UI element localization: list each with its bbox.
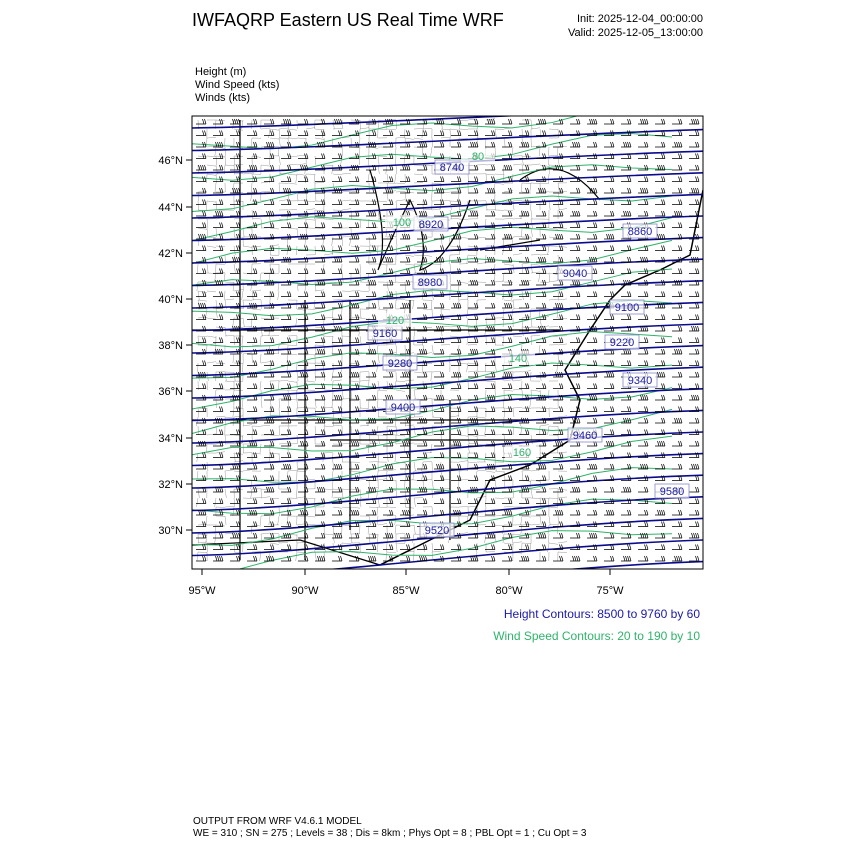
wrf-map-page: IWFAQRP Eastern US Real Time WRF Init: 2…	[0, 0, 850, 850]
wind-contour-label: 80	[461, 149, 495, 163]
height-contour-line	[192, 389, 703, 421]
height-contour-label: 8860	[623, 224, 657, 238]
svg-text:140: 140	[509, 353, 527, 365]
height-contour-label: 9400	[386, 400, 420, 414]
height-contour-label: 9580	[655, 484, 689, 498]
wind-contour-legend: Wind Speed Contours: 20 to 190 by 10	[493, 629, 700, 643]
svg-text:120: 120	[386, 315, 404, 327]
height-contour-label: 9160	[368, 326, 402, 340]
model-info-line1: OUTPUT FROM WRF V4.6.1 MODEL	[193, 816, 362, 827]
wind-speed-contour-line	[192, 332, 672, 378]
svg-text:8920: 8920	[419, 219, 443, 231]
height-contour-label: 9100	[610, 300, 644, 314]
lat-tick-label: 36°N	[158, 386, 183, 398]
lat-tick-label: 40°N	[158, 294, 183, 306]
lat-tick-label: 38°N	[158, 340, 183, 352]
lat-tick-label: 46°N	[158, 155, 183, 167]
lat-tick-label: 44°N	[158, 202, 183, 214]
svg-text:9340: 9340	[628, 375, 652, 387]
height-contour-line	[192, 108, 703, 128]
model-info-line2: WE = 310 ; SN = 275 ; Levels = 38 ; Dis …	[193, 828, 586, 839]
svg-text:9520: 9520	[425, 525, 449, 537]
svg-text:8740: 8740	[440, 162, 464, 174]
svg-text:9160: 9160	[373, 328, 397, 340]
lon-tick-label: 85°W	[392, 585, 420, 597]
height-contour-label: 8980	[413, 275, 447, 289]
lat-tick-label: 42°N	[158, 248, 183, 260]
map-plot: 8740 8860 8920 8980 9040 9100 9160 9220 9280 9340…	[0, 0, 850, 850]
height-contour-label: 9220	[605, 335, 639, 349]
svg-text:8980: 8980	[418, 277, 442, 289]
svg-text:8860: 8860	[628, 226, 652, 238]
wind-contour-label: 140	[501, 351, 535, 365]
wind-contour-label: 100	[385, 215, 419, 229]
svg-text:80: 80	[472, 151, 484, 163]
height-contour-label: 9040	[558, 266, 592, 280]
svg-text:9280: 9280	[388, 358, 412, 370]
height-contour-line	[192, 173, 703, 196]
lon-tick-label: 90°W	[291, 585, 319, 597]
height-contour-label: 9280	[383, 356, 417, 370]
svg-text:9220: 9220	[610, 337, 634, 349]
svg-text:100: 100	[393, 217, 411, 229]
svg-text:9460: 9460	[573, 430, 597, 442]
height-contour-label: 9520	[420, 523, 454, 537]
height-contour-label: 9460	[568, 428, 602, 442]
height-contour-line	[192, 130, 703, 151]
svg-text:160: 160	[513, 447, 531, 459]
lat-tick-label: 30°N	[158, 525, 183, 537]
svg-text:9580: 9580	[660, 486, 684, 498]
height-contour-legend: Height Contours: 8500 to 9760 by 60	[504, 607, 700, 621]
height-contour-line	[192, 410, 703, 443]
svg-text:9100: 9100	[615, 302, 639, 314]
height-contour-line	[192, 454, 703, 488]
height-contour-label: 8920	[414, 217, 448, 231]
lon-tick-label: 75°W	[596, 585, 624, 597]
lon-tick-label: 80°W	[495, 585, 523, 597]
wind-contour-label: 160	[505, 445, 539, 459]
wind-contour-label: 120	[378, 313, 412, 327]
height-contour-label: 9340	[623, 373, 657, 387]
svg-text:9040: 9040	[563, 268, 587, 280]
height-contour-line	[192, 432, 703, 466]
lat-tick-label: 32°N	[158, 479, 183, 491]
height-contour-line	[192, 562, 703, 601]
svg-text:9400: 9400	[391, 402, 415, 414]
lon-tick-label: 95°W	[188, 585, 216, 597]
lat-tick-label: 34°N	[158, 433, 183, 445]
